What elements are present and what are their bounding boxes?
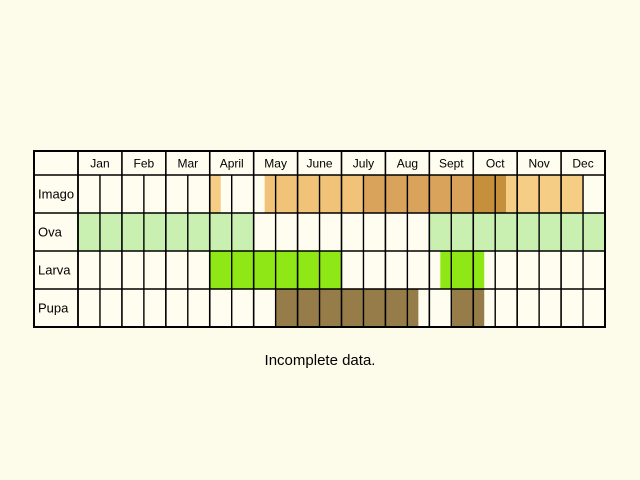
stage-bar-larva-1 <box>440 251 485 289</box>
month-label: April <box>220 157 244 171</box>
stage-bar-imago-2 <box>363 175 474 213</box>
month-label: July <box>353 157 374 171</box>
month-label: Feb <box>134 157 155 171</box>
stage-label: Pupa <box>38 301 69 316</box>
month-label: Sept <box>439 157 464 171</box>
month-label: June <box>307 157 333 171</box>
table-border <box>33 150 606 328</box>
stage-bar-pupa-1 <box>451 289 485 327</box>
grid-lines <box>33 150 606 328</box>
stage-label: Imago <box>38 187 74 202</box>
month-label: Jan <box>90 157 109 171</box>
stage-bar-pupa-0 <box>275 289 419 327</box>
month-label: May <box>264 157 287 171</box>
month-label: Dec <box>572 157 593 171</box>
month-label: Nov <box>528 157 549 171</box>
stage-bar-imago-0 <box>209 175 221 213</box>
stage-bar-imago-3 <box>473 175 507 213</box>
table-labels: Jan Feb Mar April May June July Aug Sept Oct Nov De… <box>38 157 594 316</box>
caption-text: Incomplete data. <box>264 352 376 369</box>
stage-label: Larva <box>38 263 71 278</box>
stage-label: Ova <box>38 225 63 240</box>
stage-bar-imago-1 <box>264 175 364 213</box>
month-label: Aug <box>397 157 418 171</box>
month-label: Oct <box>486 157 505 171</box>
stage-bar-imago-4 <box>506 175 584 213</box>
month-label: Mar <box>177 157 198 171</box>
